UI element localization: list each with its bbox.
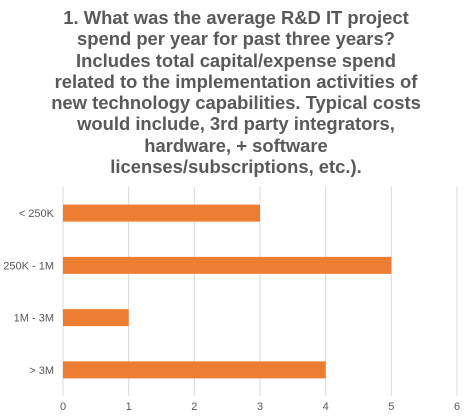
chart-title-line: hardware, + software bbox=[144, 134, 328, 156]
category-label: > 3M bbox=[29, 365, 54, 377]
bar bbox=[63, 361, 326, 379]
x-tick-label: 3 bbox=[257, 401, 263, 413]
x-tick-label: 0 bbox=[60, 401, 66, 413]
bars bbox=[63, 204, 392, 379]
chart-title-line: related to the implementation activities… bbox=[54, 70, 418, 92]
x-tick-label: 2 bbox=[191, 401, 197, 413]
x-tick-label: 5 bbox=[388, 401, 394, 413]
x-tick-label: 1 bbox=[126, 401, 132, 413]
category-label: 1M - 3M bbox=[14, 313, 54, 325]
x-tick-label: 6 bbox=[454, 401, 460, 413]
chart-title-line: spend per year for past three years? bbox=[77, 28, 395, 50]
bar bbox=[63, 204, 260, 222]
category-labels: < 250K 250K - 1M 1M - 3M > 3M bbox=[3, 208, 54, 377]
chart-title-line: would include, 3rd party integrators, bbox=[77, 113, 395, 135]
bar bbox=[63, 256, 392, 274]
chart-title-line: Includes total capital/expense spend bbox=[76, 49, 396, 71]
category-label: < 250K bbox=[19, 208, 55, 220]
chart-title: 1. What was the average R&D IT project s… bbox=[0, 7, 472, 177]
x-tick-label: 4 bbox=[323, 401, 329, 413]
chart-title-line: new technology capabilities. Typical cos… bbox=[51, 92, 421, 114]
chart-title-line: 1. What was the average R&D IT project bbox=[63, 7, 409, 28]
gridlines bbox=[62, 187, 458, 396]
x-axis-ticks: 0 1 2 3 4 5 6 bbox=[60, 401, 460, 413]
bar bbox=[63, 309, 129, 327]
category-label: 250K - 1M bbox=[3, 260, 54, 272]
chart-title-line: licenses/subscriptions, etc.). bbox=[110, 156, 362, 178]
